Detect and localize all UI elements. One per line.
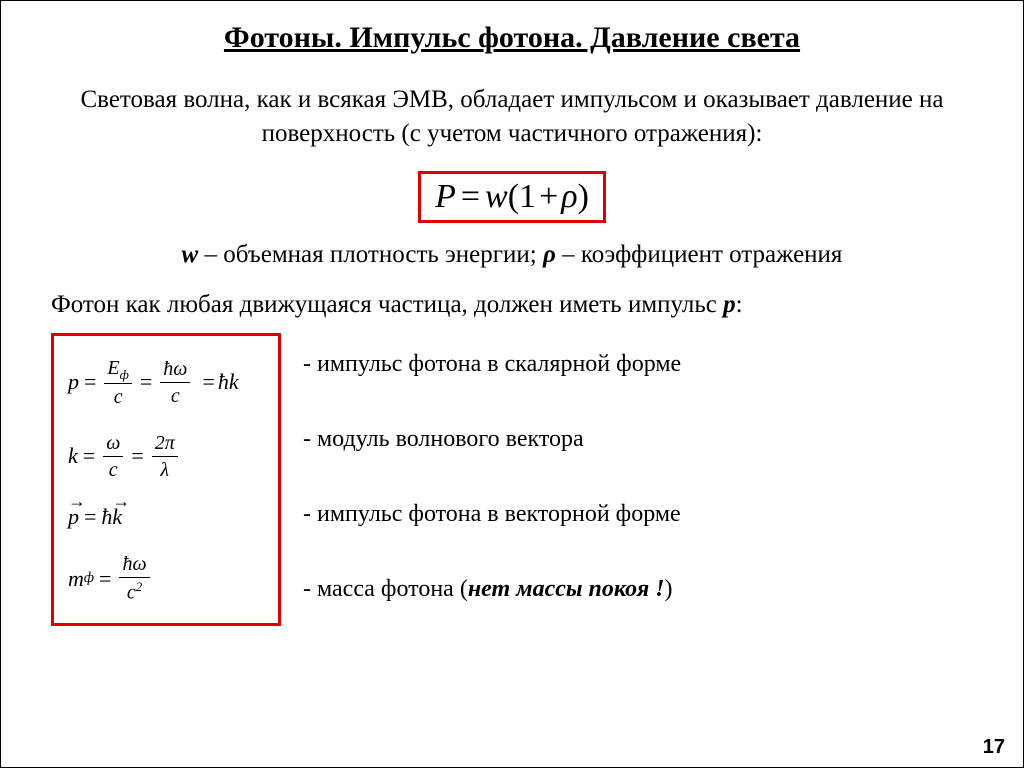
momentum-var: p [723, 291, 736, 318]
intro-text: Световая волна, как и всякая ЭМВ, облада… [62, 83, 962, 151]
sup-2: 2 [136, 579, 143, 594]
slide-page: Фотоны. Импульс фотона. Давление света С… [0, 0, 1024, 768]
def-w: – объемная плотность энергии; [198, 241, 543, 268]
page-title: Фотоны. Импульс фотона. Давление света [51, 21, 973, 55]
mass-pre: - масса фотона ( [303, 576, 468, 602]
formula-columns: p = Eф c = ħω c =ħk k = ω c [51, 333, 973, 637]
var-w: w [182, 241, 199, 268]
den-c2: c [160, 383, 190, 408]
num-hw2: ħω [119, 552, 149, 578]
den-lambda: λ [152, 457, 178, 482]
sub-f: ф [120, 367, 129, 382]
main-formula-box: P=w(1+ρ) [418, 171, 606, 223]
desc-vector: - импульс фотона в векторной форме [303, 501, 681, 528]
num-omega: ω [103, 431, 123, 457]
page-number: 17 [983, 736, 1005, 759]
mass-post: ) [665, 576, 673, 602]
tail-hk: =ħk [197, 369, 238, 395]
desc-scalar: - импульс фотона в скалярной форме [303, 351, 681, 378]
sym-p: p [68, 369, 79, 395]
sub-mf: ф [84, 570, 94, 587]
var-rho: ρ [543, 241, 556, 268]
desc-wavevec: - модуль волнового вектора [303, 426, 681, 453]
num-2pi: 2π [152, 431, 178, 457]
mass-emph: нет массы покоя ! [468, 576, 665, 602]
formula-box: p = Eф c = ħω c =ħk k = ω c [51, 333, 281, 627]
momentum-intro-pre: Фотон как любая движущаяся частица, долж… [51, 291, 723, 318]
den-ck: c [103, 457, 123, 482]
formula-p-vector: p = ħk [68, 504, 264, 530]
momentum-intro-post: : [736, 291, 743, 318]
formula-k: k = ω c = 2π λ [68, 431, 264, 482]
sym-m: m [68, 566, 84, 592]
main-formula: P=w(1+ρ) [435, 178, 589, 215]
vec-k: k [112, 504, 122, 530]
formula-mass: mф = ħω c2 [68, 552, 264, 605]
num-E: E [107, 357, 119, 379]
den-cm: c [127, 582, 136, 604]
variable-definitions: w – объемная плотность энергии; ρ – коэф… [51, 241, 973, 269]
description-column: - импульс фотона в скалярной форме - мод… [303, 333, 681, 637]
sym-k: k [68, 443, 78, 469]
desc-mass: - масса фотона (нет массы покоя !) [303, 576, 681, 603]
def-rho: – коэффициент отражения [556, 241, 843, 268]
vec-p: p [68, 504, 79, 530]
momentum-intro: Фотон как любая движущаяся частица, долж… [51, 291, 973, 319]
formula-p-scalar: p = Eф c = ħω c =ħk [68, 356, 264, 410]
den-c: c [104, 384, 131, 409]
num-hw: ħω [160, 357, 190, 383]
